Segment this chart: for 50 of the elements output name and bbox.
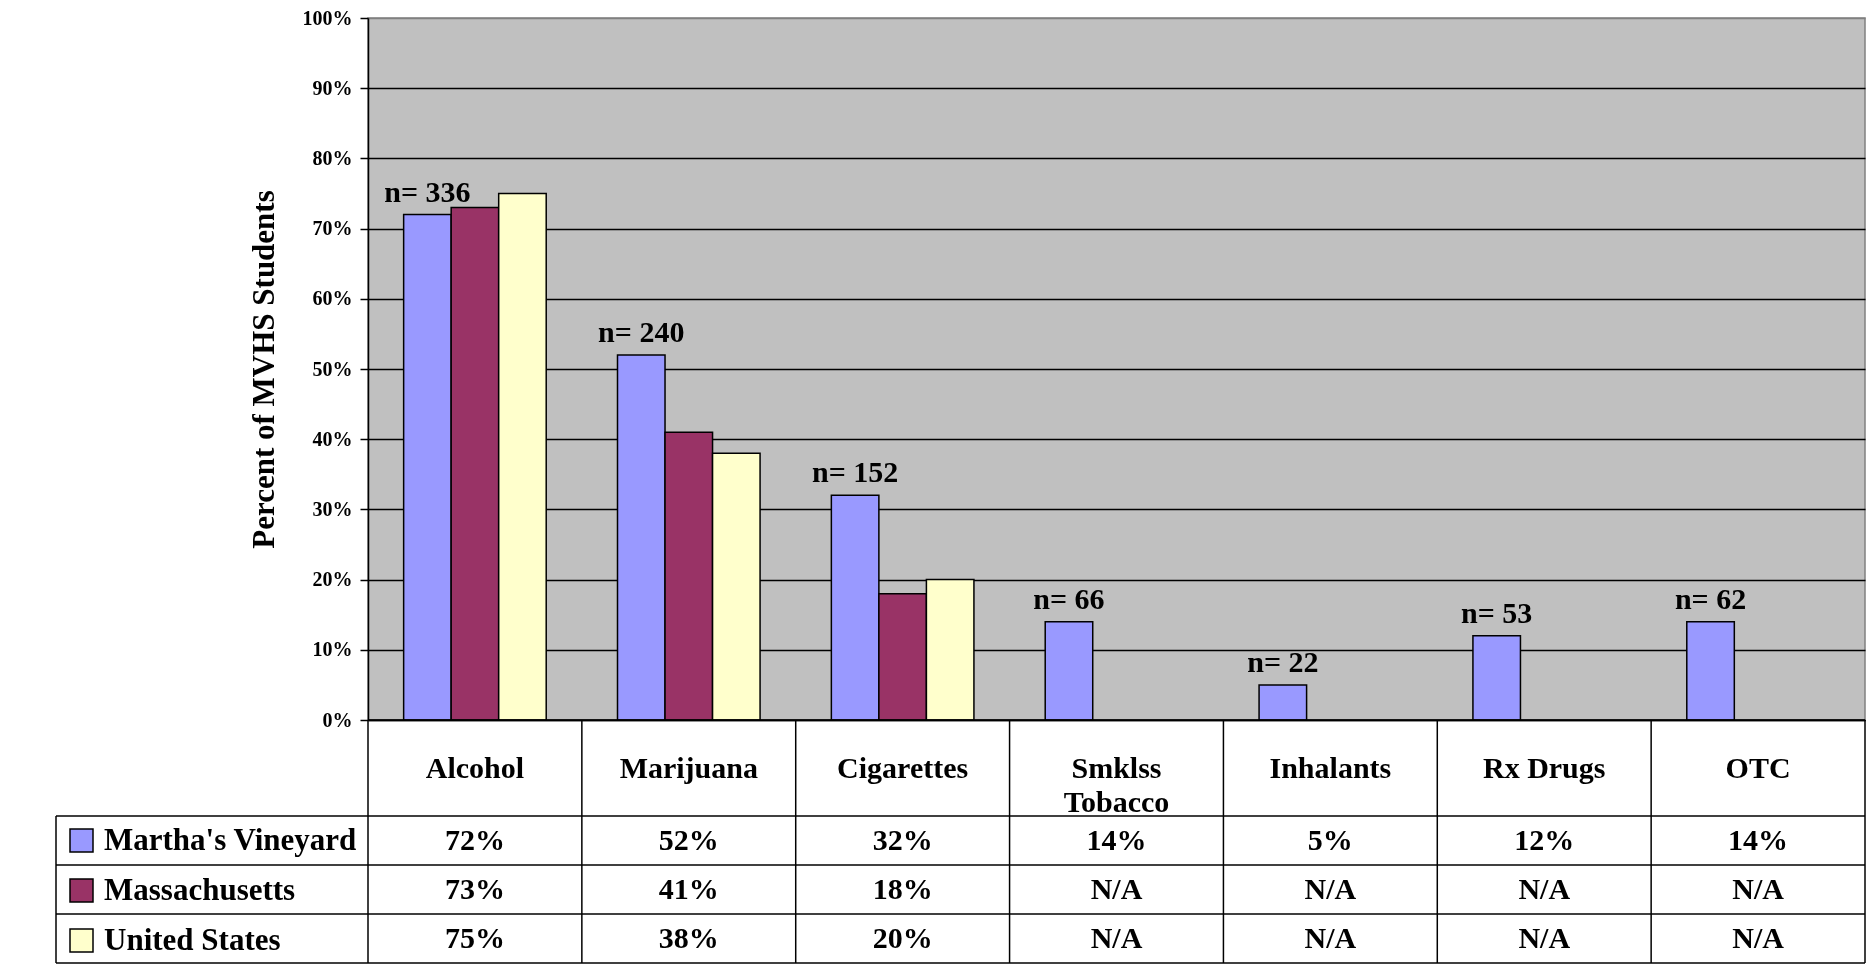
data-label: 38% (658, 920, 719, 954)
y-tick-label: 70% (312, 217, 353, 240)
data-label: 72% (444, 822, 505, 856)
data-label: 32% (872, 822, 933, 856)
text: N/A (1732, 920, 1784, 954)
y-tick-label: 60% (312, 287, 353, 310)
x-tick-label: Alcohol (425, 750, 525, 784)
annotation: n= 53 (1461, 595, 1533, 629)
text: N/A (1090, 871, 1143, 905)
annotation: n= 62 (1674, 581, 1747, 615)
y-tick-label: 30% (312, 497, 353, 520)
text: N/A (1304, 920, 1357, 954)
text: N/A (1518, 920, 1571, 954)
x-tick-label: Rx Drugs (1482, 750, 1606, 784)
y-tick-label: 10% (312, 638, 353, 661)
y-tick-label: 20% (312, 568, 353, 591)
legend-label: United States (104, 921, 281, 957)
text: N/A (1518, 871, 1571, 905)
data-label: 73% (444, 871, 505, 905)
y-tick-label: 100% (302, 6, 353, 29)
annotation: n= 336 (384, 174, 471, 208)
data-label: 20% (872, 920, 933, 954)
data-label: 75% (444, 920, 505, 954)
y-tick-label: 80% (312, 146, 353, 169)
data-label: 52% (658, 822, 719, 856)
data-label: 12% (1514, 822, 1575, 856)
data-label: 41% (658, 871, 719, 905)
data-label: 5% (1307, 822, 1353, 856)
y-axis-title: Percent of MVHS Students (245, 190, 281, 549)
annotation: n= 22 (1247, 644, 1319, 678)
x-tick-label: Smklss Tobacco (1063, 750, 1170, 818)
y-tick-label: 50% (312, 357, 353, 380)
annotation: n= 66 (1033, 581, 1105, 615)
data-label: 18% (872, 871, 933, 905)
text: N/A (1304, 871, 1357, 905)
legend-label: Massachusetts (104, 871, 296, 907)
x-tick-label: Inhalants (1269, 750, 1392, 784)
x-tick-label: Marijuana (619, 750, 758, 784)
text: N/A (1732, 871, 1784, 905)
y-tick-label: 0% (322, 708, 353, 731)
data-label: 14% (1728, 822, 1789, 856)
annotation: n= 240 (598, 314, 685, 348)
text: N/A (1090, 920, 1143, 954)
data-label: 14% (1086, 822, 1147, 856)
x-tick-label: OTC (1725, 750, 1791, 784)
annotation: n= 152 (811, 455, 899, 489)
legend-label: Martha's Vineyard (104, 821, 357, 857)
y-tick-label: 90% (312, 76, 353, 99)
y-tick-label: 40% (312, 427, 353, 450)
x-tick-label: Cigarettes (837, 750, 969, 784)
